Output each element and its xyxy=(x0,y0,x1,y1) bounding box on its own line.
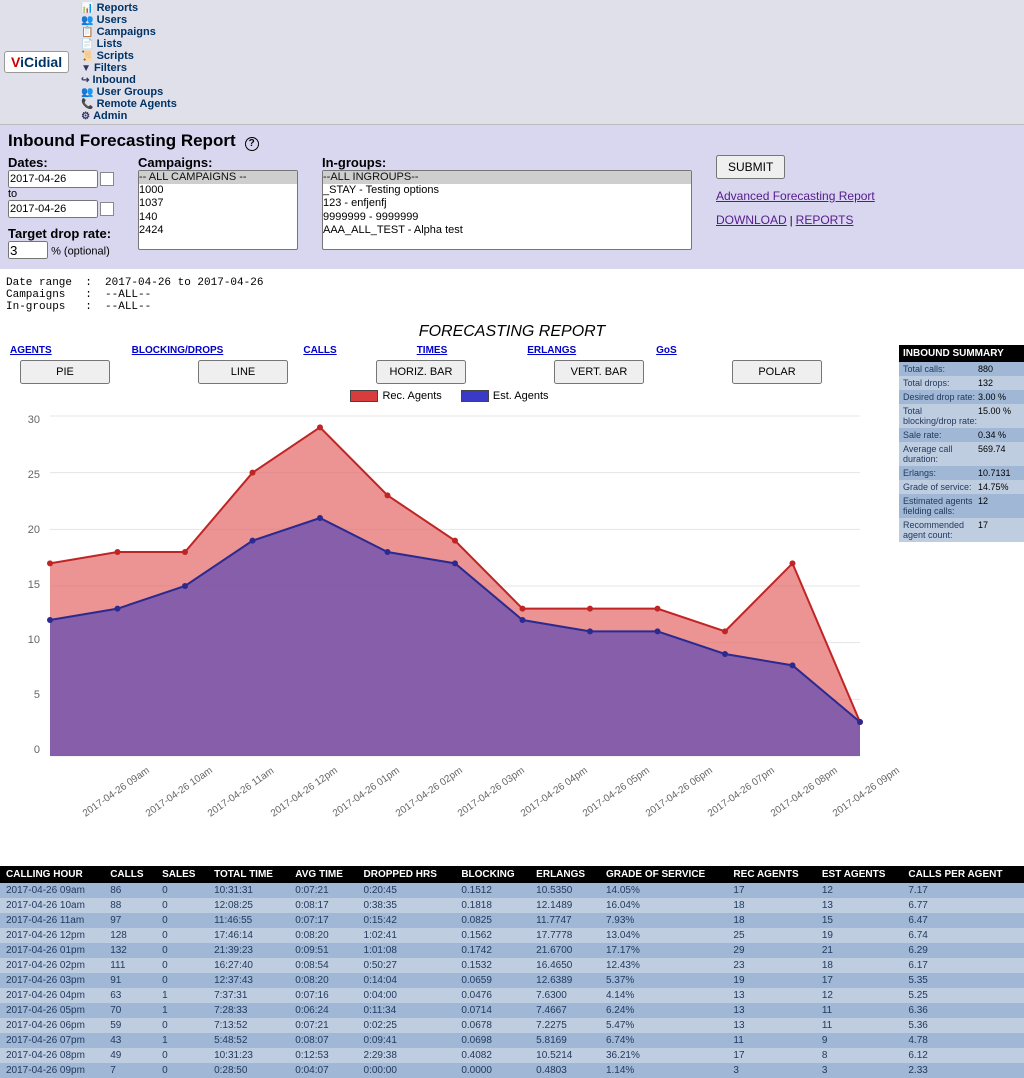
summary-row: Total drops:132 xyxy=(899,376,1024,390)
ingroups-label: In-groups: xyxy=(322,155,692,170)
summary-row: Total calls:880 xyxy=(899,362,1024,376)
legend-rec: Rec. Agents xyxy=(382,390,441,402)
table-row: 2017-04-26 11am97011:46:550:07:170:15:42… xyxy=(0,913,1024,928)
target-input[interactable] xyxy=(8,241,48,259)
col-header: CALLS xyxy=(104,866,156,883)
top-nav: ViCidial 📊Reports👥Users📋Campaigns📄Lists📜… xyxy=(0,0,1024,125)
tab-blockingdrops[interactable]: BLOCKING/DROPS xyxy=(132,345,224,356)
table-row: 2017-04-26 05pm7017:28:330:06:240:11:340… xyxy=(0,1003,1024,1018)
col-header: CALLS PER AGENT xyxy=(902,866,1024,883)
nav-inbound[interactable]: ↪Inbound xyxy=(81,74,177,86)
target-opt: % (optional) xyxy=(51,246,110,258)
submit-button[interactable]: SUBMIT xyxy=(716,155,785,179)
tab-erlangs[interactable]: ERLANGS xyxy=(527,345,576,356)
nav-filters[interactable]: ▼Filters xyxy=(81,62,177,74)
col-header: DROPPED HRS xyxy=(358,866,456,883)
nav-lists[interactable]: 📄Lists xyxy=(81,38,177,50)
target-label: Target drop rate: xyxy=(8,226,114,241)
advanced-link[interactable]: Advanced Forecasting Report xyxy=(716,189,875,203)
table-row: 2017-04-26 09pm700:28:500:04:070:00:000.… xyxy=(0,1063,1024,1078)
dates-label: Dates: xyxy=(8,155,114,170)
summary-row: Grade of service:14.75% xyxy=(899,480,1024,494)
summary-row: Total blocking/drop rate:15.00 % xyxy=(899,404,1024,428)
col-header: TOTAL TIME xyxy=(208,866,289,883)
nav-reports[interactable]: 📊Reports xyxy=(81,2,177,14)
inbound-summary: INBOUND SUMMARY Total calls:880Total dro… xyxy=(899,345,1024,836)
meta-block: Date range : 2017-04-26 to 2017-04-26 Ca… xyxy=(0,269,1024,321)
logo: ViCidial xyxy=(4,51,69,73)
legend: Rec. Agents Est. Agents xyxy=(0,390,899,402)
table-row: 2017-04-26 08pm49010:31:230:12:532:29:38… xyxy=(0,1048,1024,1063)
data-table: CALLING HOURCALLSSALESTOTAL TIMEAVG TIME… xyxy=(0,866,1024,1078)
table-row: 2017-04-26 01pm132021:39:230:09:511:01:0… xyxy=(0,943,1024,958)
download-link[interactable]: DOWNLOAD xyxy=(716,213,787,227)
calendar-icon[interactable] xyxy=(100,202,114,216)
date-from-input[interactable] xyxy=(8,170,98,188)
tab-gos[interactable]: GoS xyxy=(656,345,677,356)
summary-row: Recommended agent count:17 xyxy=(899,518,1024,542)
nav-scripts[interactable]: 📜Scripts xyxy=(81,50,177,62)
legend-est: Est. Agents xyxy=(493,390,549,402)
col-header: GRADE OF SERVICE xyxy=(600,866,727,883)
ingroups-select[interactable]: --ALL INGROUPS--_STAY - Testing options1… xyxy=(322,170,692,250)
table-row: 2017-04-26 10am88012:08:250:08:170:38:35… xyxy=(0,898,1024,913)
calendar-icon[interactable] xyxy=(100,172,114,186)
table-row: 2017-04-26 09am86010:31:310:07:210:20:45… xyxy=(0,883,1024,898)
tab-agents[interactable]: AGENTS xyxy=(10,345,52,356)
chart: 302520151050 2017-04-26 09am2017-04-26 1… xyxy=(10,406,880,836)
chart-type-buttons: PIE LINE HORIZ. BAR VERT. BAR POLAR xyxy=(0,360,899,390)
col-header: AVG TIME xyxy=(289,866,357,883)
col-header: ERLANGS xyxy=(530,866,600,883)
table-row: 2017-04-26 06pm5907:13:520:07:210:02:250… xyxy=(0,1018,1024,1033)
date-to-input[interactable] xyxy=(8,200,98,218)
filter-panel: Inbound Forecasting Report ? Dates: to T… xyxy=(0,125,1024,269)
summary-row: Estimated agents fielding calls:12 xyxy=(899,494,1024,518)
chart-btn-pie[interactable]: PIE xyxy=(20,360,110,384)
table-row: 2017-04-26 04pm6317:37:310:07:160:04:000… xyxy=(0,988,1024,1003)
report-title: FORECASTING REPORT xyxy=(0,323,1024,341)
nav-remote-agents[interactable]: 📞Remote Agents xyxy=(81,98,177,110)
campaigns-label: Campaigns: xyxy=(138,155,298,170)
tab-links: AGENTS BLOCKING/DROPS CALLS TIMES ERLANGS GoS xyxy=(0,345,899,360)
col-header: BLOCKING xyxy=(455,866,530,883)
summary-row: Desired drop rate:3.00 % xyxy=(899,390,1024,404)
table-row: 2017-04-26 07pm4315:48:520:08:070:09:410… xyxy=(0,1033,1024,1048)
tab-times[interactable]: TIMES xyxy=(417,345,448,356)
col-header: EST AGENTS xyxy=(816,866,903,883)
summary-row: Sale rate:0.34 % xyxy=(899,428,1024,442)
table-row: 2017-04-26 02pm111016:27:400:08:540:50:2… xyxy=(0,958,1024,973)
chart-btn-vertbar[interactable]: VERT. BAR xyxy=(554,360,644,384)
summary-row: Average call duration:569.74 xyxy=(899,442,1024,466)
summary-row: Erlangs:10.7131 xyxy=(899,466,1024,480)
nav-campaigns[interactable]: 📋Campaigns xyxy=(81,26,177,38)
col-header: CALLING HOUR xyxy=(0,866,104,883)
table-row: 2017-04-26 03pm91012:37:430:08:200:14:04… xyxy=(0,973,1024,988)
page-title: Inbound Forecasting Report xyxy=(8,131,236,150)
help-icon[interactable]: ? xyxy=(245,137,259,151)
col-header: REC AGENTS xyxy=(727,866,815,883)
nav-user-groups[interactable]: 👥User Groups xyxy=(81,86,177,98)
chart-btn-polar[interactable]: POLAR xyxy=(732,360,822,384)
to-label: to xyxy=(8,188,17,200)
summary-header: INBOUND SUMMARY xyxy=(899,345,1024,362)
chart-btn-horizbar[interactable]: HORIZ. BAR xyxy=(376,360,466,384)
nav-users[interactable]: 👥Users xyxy=(81,14,177,26)
table-row: 2017-04-26 12pm128017:46:140:08:201:02:4… xyxy=(0,928,1024,943)
nav-admin[interactable]: ⚙Admin xyxy=(81,110,177,122)
tab-calls[interactable]: CALLS xyxy=(303,345,336,356)
col-header: SALES xyxy=(156,866,208,883)
reports-link[interactable]: REPORTS xyxy=(796,213,854,227)
chart-btn-line[interactable]: LINE xyxy=(198,360,288,384)
campaigns-select[interactable]: -- ALL CAMPAIGNS --100010371402424 xyxy=(138,170,298,250)
